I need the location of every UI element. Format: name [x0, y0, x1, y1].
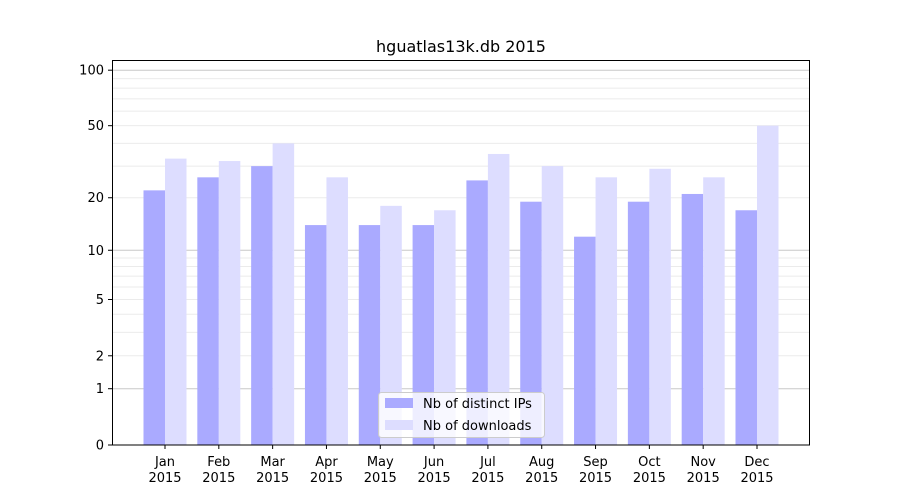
bar-distinct-ips — [520, 201, 542, 445]
bar-downloads — [487, 153, 510, 445]
y-tick-label: 50 — [87, 119, 104, 134]
legend-label-ips: Nb of distinct IPs — [423, 397, 532, 412]
x-tick-label: 2015 — [471, 471, 504, 486]
chart-title: hguatlas13k.db 2015 — [376, 37, 546, 56]
bars — [143, 125, 779, 446]
x-tick-label: 2015 — [740, 471, 773, 486]
y-axis: 0 1 2 5 10 20 50 100 — [79, 64, 112, 454]
legend-label-downloads: Nb of downloads — [423, 419, 532, 434]
x-tick-label: Oct — [638, 455, 660, 470]
y-tick-label: 100 — [79, 64, 104, 79]
x-tick-label: Jul — [479, 455, 496, 470]
legend-box — [378, 392, 545, 438]
x-axis: Jan2015Feb2015Mar2015Apr2015May2015Jun20… — [148, 445, 774, 486]
x-tick-label: 2015 — [148, 471, 181, 486]
bar-downloads — [434, 210, 456, 445]
bar-downloads — [703, 177, 725, 446]
legend-swatch-downloads — [385, 420, 413, 430]
y-tick-label: 5 — [96, 293, 104, 308]
x-tick-label: Jun — [423, 455, 444, 470]
x-tick-label: 2015 — [310, 471, 343, 486]
x-tick-label: Sep — [583, 455, 608, 470]
y-tick-label: 20 — [87, 191, 104, 206]
bar-downloads — [757, 125, 779, 445]
plot-frame — [112, 60, 810, 446]
bar-distinct-ips — [197, 177, 219, 446]
x-tick-label: 2015 — [633, 471, 666, 486]
bar-downloads — [326, 177, 348, 446]
x-tick-label: Jan — [154, 455, 175, 470]
x-tick-label: May — [367, 455, 394, 470]
y-tick-label: 10 — [87, 244, 104, 259]
y-tick-label: 1 — [96, 382, 104, 397]
x-tick-label: 2015 — [256, 471, 289, 486]
x-tick-label: Feb — [207, 455, 230, 470]
x-tick-label: 2015 — [418, 471, 451, 486]
x-tick-label: Aug — [529, 455, 554, 470]
bar-downloads — [218, 161, 241, 445]
y-tick-label: 0 — [96, 439, 104, 454]
bar-downloads — [595, 177, 618, 446]
x-tick-label: 2015 — [687, 471, 720, 486]
x-tick-label: Mar — [260, 455, 285, 470]
bar-distinct-ips — [251, 166, 273, 445]
x-tick-label: 2015 — [202, 471, 235, 486]
legend-swatch-ips — [385, 398, 413, 408]
x-tick-label: 2015 — [579, 471, 612, 486]
bar-distinct-ips — [358, 225, 381, 445]
legend: Nb of distinct IPs Nb of downloads — [378, 392, 545, 438]
bar-downloads — [649, 168, 671, 445]
bar-distinct-ips — [735, 210, 757, 445]
bar-distinct-ips — [412, 225, 435, 445]
bar-distinct-ips — [574, 236, 596, 445]
x-tick-label: 2015 — [525, 471, 558, 486]
bar-distinct-ips — [304, 225, 327, 445]
bar-distinct-ips — [627, 201, 650, 445]
x-tick-label: 2015 — [364, 471, 397, 486]
x-tick-label: Dec — [744, 455, 769, 470]
bar-distinct-ips — [143, 190, 165, 445]
bar-distinct-ips — [681, 193, 704, 445]
bar-distinct-ips — [466, 180, 488, 446]
bar-downloads — [541, 166, 564, 445]
bar-downloads — [380, 205, 402, 445]
y-tick-label: 2 — [96, 349, 104, 364]
bar-downloads — [272, 143, 295, 445]
x-tick-label: Apr — [315, 455, 338, 470]
x-tick-label: Nov — [690, 455, 716, 470]
bar-downloads — [165, 158, 187, 445]
